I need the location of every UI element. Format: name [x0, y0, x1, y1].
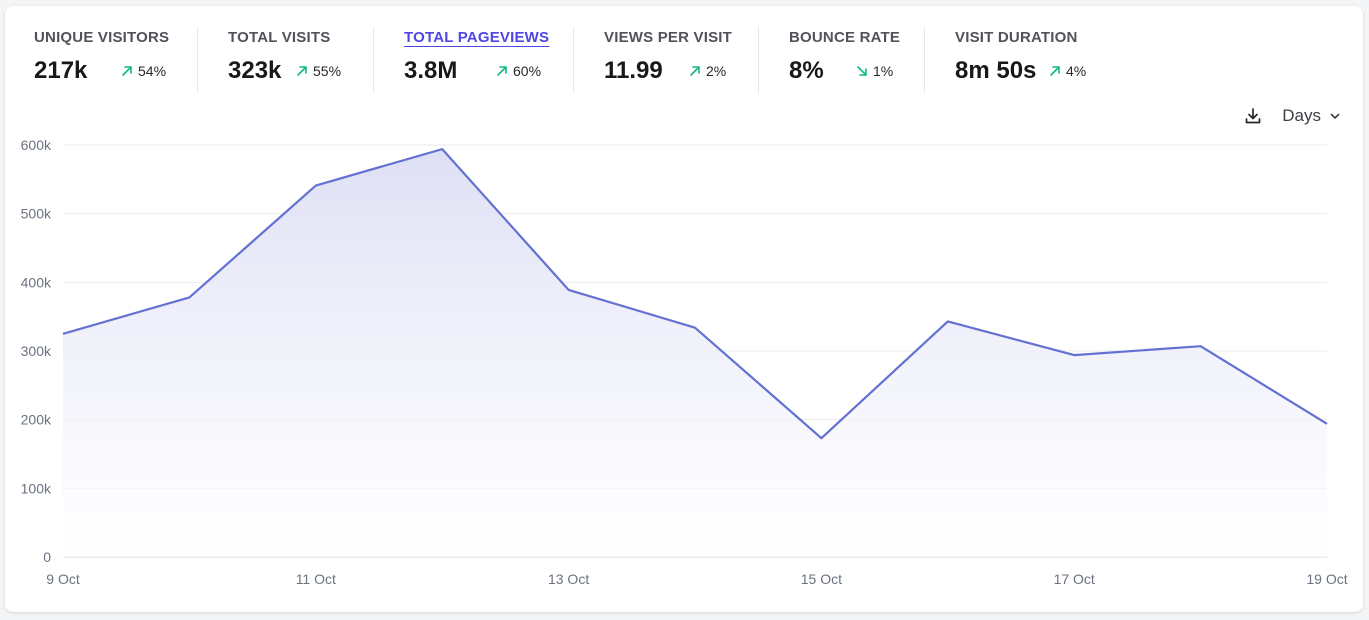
data-point[interactable] [308, 178, 324, 194]
stat-change-value: 1% [873, 63, 894, 79]
stat-value: 8m 50s [955, 57, 1037, 84]
y-tick-label: 200k [21, 412, 52, 428]
stat-divider [573, 27, 574, 93]
y-tick-label: 600k [21, 137, 52, 153]
arrow-up-right-icon [122, 66, 132, 76]
y-tick-label: 400k [21, 274, 52, 290]
data-point[interactable] [1066, 347, 1082, 363]
stat-total-pageviews[interactable]: TOTAL PAGEVIEWS 3.8M 60% [404, 27, 554, 95]
stat-label[interactable]: TOTAL VISITS [228, 29, 331, 46]
stat-change: 54% [120, 63, 166, 79]
stat-value: 217k [34, 57, 88, 84]
y-tick-label: 100k [21, 480, 52, 496]
stat-divider [373, 27, 374, 93]
stat-label[interactable]: BOUNCE RATE [789, 29, 901, 46]
series-pageviews [55, 141, 1335, 557]
stat-change: 4% [1048, 63, 1086, 79]
interval-label: Days [1282, 106, 1321, 125]
interval-select[interactable]: Days [1282, 106, 1341, 126]
analytics-card: UNIQUE VISITORS 217k 54% TOTAL VISITS 32… [5, 6, 1363, 612]
stat-change-value: 2% [706, 63, 727, 79]
y-axis: 0 100k 200k 300k 400k 500k 600k [21, 137, 52, 565]
x-tick-label: 9 Oct [46, 571, 80, 587]
x-tick-label: 11 Oct [296, 571, 336, 587]
stat-change-value: 55% [313, 63, 342, 79]
data-point[interactable] [940, 313, 956, 329]
stat-change: 1% [855, 63, 893, 79]
arrow-up-right-icon [1050, 66, 1060, 76]
stat-total-visits[interactable]: TOTAL VISITS 323k 55% [228, 27, 368, 95]
arrow-down-right-icon [857, 66, 867, 76]
data-point[interactable] [181, 289, 197, 305]
data-point[interactable] [561, 282, 577, 298]
chevron-down-icon [1330, 113, 1340, 119]
stat-value: 8% [789, 57, 824, 84]
stat-change-value: 54% [138, 63, 167, 79]
download-button[interactable] [1242, 105, 1264, 127]
series-area [63, 149, 1327, 557]
series-line [62, 148, 1328, 440]
stat-views-per-visit[interactable]: VIEWS PER VISIT 11.99 2% [604, 27, 744, 95]
y-tick-label: 0 [43, 549, 51, 565]
data-point[interactable] [434, 141, 450, 157]
stat-change: 55% [295, 63, 341, 79]
x-tick-label: 19 Oct [1306, 571, 1347, 587]
download-icon [1245, 108, 1261, 124]
arrow-up-right-icon [690, 66, 700, 76]
stat-bounce-rate[interactable]: BOUNCE RATE 8% 1% [789, 27, 909, 95]
y-tick-label: 500k [21, 206, 52, 222]
x-tick-label: 15 Oct [801, 571, 842, 587]
data-point[interactable] [813, 430, 829, 446]
stat-value: 11.99 [604, 57, 663, 84]
stat-label[interactable]: VISIT DURATION [955, 29, 1078, 46]
data-point[interactable] [687, 320, 703, 336]
data-point[interactable] [1193, 338, 1209, 354]
x-tick-label: 13 Oct [548, 571, 589, 587]
arrow-up-right-icon [297, 66, 307, 76]
stat-change-value: 60% [513, 63, 542, 79]
stat-label[interactable]: UNIQUE VISITORS [34, 29, 170, 46]
stat-unique-visitors[interactable]: UNIQUE VISITORS 217k 54% [34, 27, 194, 95]
data-point[interactable] [55, 326, 71, 342]
arrow-up-right-icon [497, 66, 507, 76]
stat-divider [924, 27, 925, 93]
pageviews-chart[interactable]: 0 100k 200k 300k 400k 500k 600k 9 Oct 11 Oct 13 … [5, 6, 1363, 612]
top-stats-bar: UNIQUE VISITORS 217k 54% TOTAL VISITS 32… [5, 6, 1363, 106]
stat-value: 3.8M [404, 57, 458, 84]
stat-value: 323k [228, 57, 282, 84]
stat-divider [197, 27, 198, 93]
data-point[interactable] [1319, 416, 1335, 432]
y-tick-label: 300k [21, 343, 52, 359]
stat-label[interactable]: VIEWS PER VISIT [604, 29, 733, 46]
chart-controls: Days [1242, 102, 1341, 130]
stat-change: 60% [495, 63, 541, 79]
x-tick-label: 17 Oct [1054, 571, 1095, 587]
stat-label[interactable]: TOTAL PAGEVIEWS [404, 29, 550, 46]
x-axis: 9 Oct 11 Oct 13 Oct 15 Oct 17 Oct 19 Oct [46, 571, 1347, 587]
stat-change-value: 4% [1066, 63, 1087, 79]
stat-visit-duration[interactable]: VISIT DURATION 8m 50s 4% [955, 27, 1115, 95]
stat-divider [758, 27, 759, 93]
stat-change: 2% [688, 63, 726, 79]
